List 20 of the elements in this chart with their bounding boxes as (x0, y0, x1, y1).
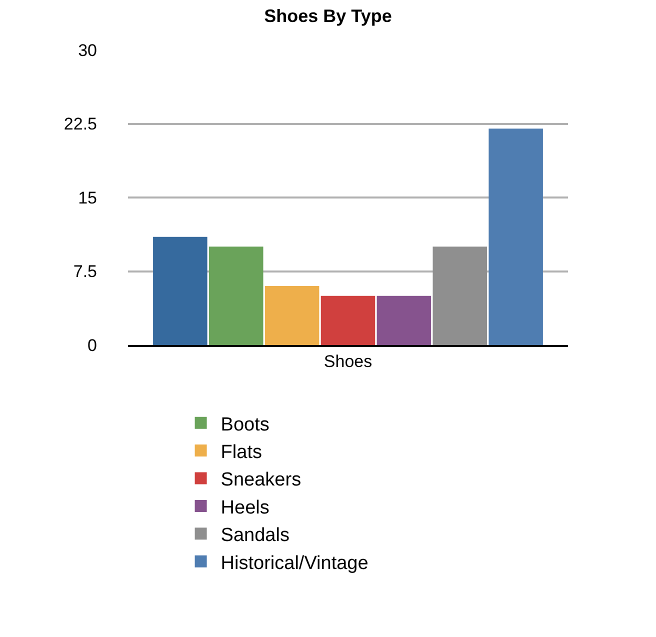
bar (488, 128, 543, 345)
x-tick-label: Shoes (324, 352, 372, 372)
bar (208, 246, 264, 345)
y-tick-label: 30 (78, 40, 97, 60)
legend-label: Flats (220, 442, 262, 463)
legend-label: Sneakers (220, 470, 302, 491)
bar (153, 236, 208, 345)
y-tick-label: 15 (78, 188, 97, 208)
legend-label: Boots (220, 414, 270, 436)
bar (432, 246, 488, 345)
legend-label: Sandals (220, 525, 290, 546)
bar (264, 286, 320, 345)
legend-label: Heels (220, 497, 270, 518)
bar (376, 296, 432, 345)
bar (320, 296, 376, 345)
y-tick-label: 0 (88, 336, 97, 355)
y-tick-label: 7.5 (73, 262, 97, 282)
y-tick-label: 22.5 (64, 114, 97, 134)
chart-title: Shoes By Type (264, 6, 392, 26)
legend-label: Historical/Vintage (220, 552, 368, 574)
